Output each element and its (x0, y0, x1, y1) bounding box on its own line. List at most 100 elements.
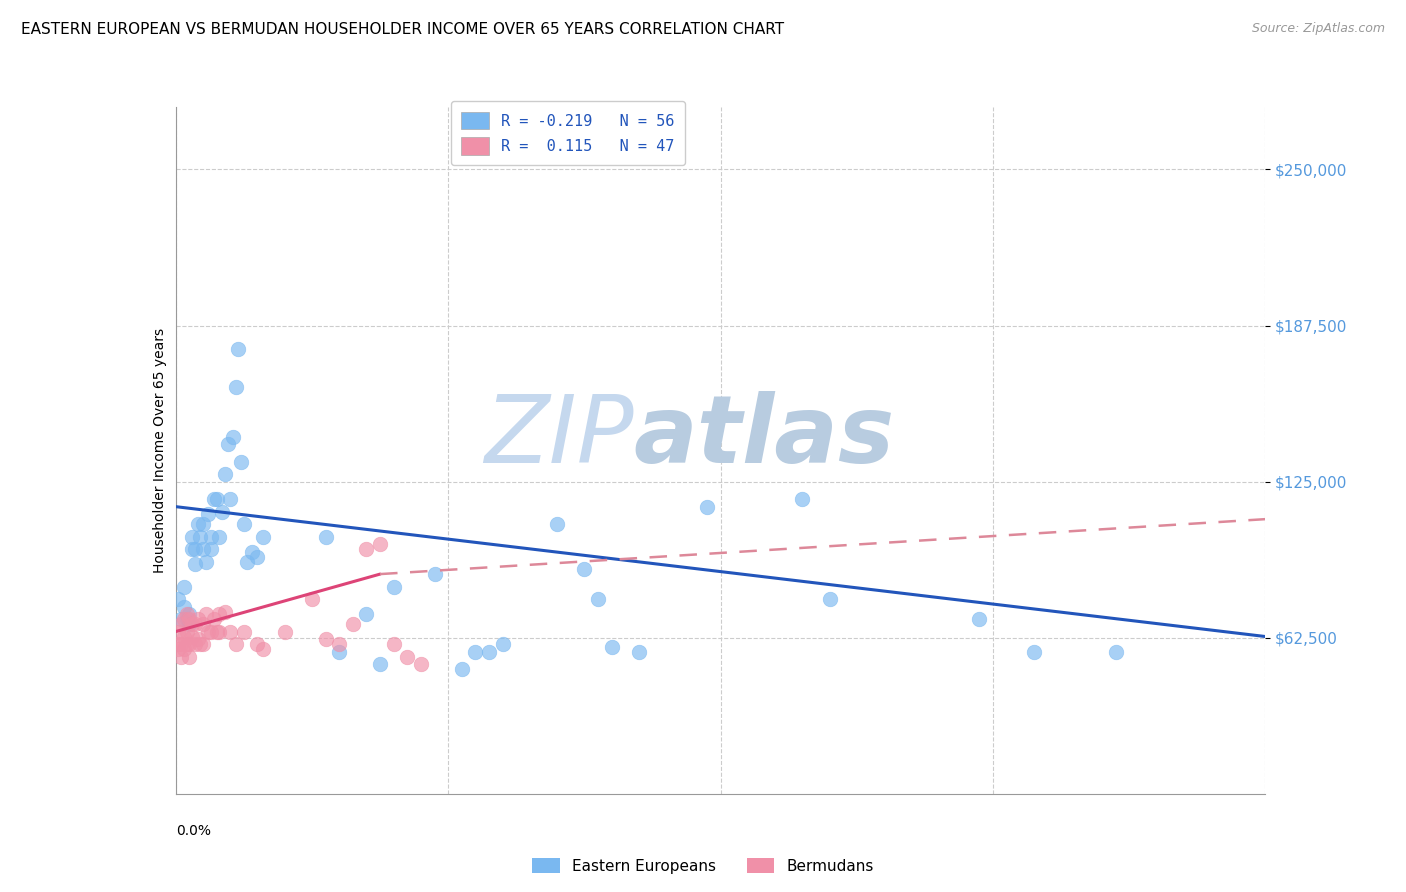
Point (231, 455, 253, 469)
Point (423, 567, 446, 582)
Point (382, 637, 405, 651)
Point (186, 632, 209, 646)
Point (191, 637, 214, 651)
Point (409, 657, 432, 671)
Point (167, 624, 190, 639)
Point (208, 624, 231, 639)
Point (574, 562, 596, 576)
Point (600, 640, 623, 654)
Point (368, 537, 391, 551)
Point (222, 430, 245, 444)
Point (194, 607, 217, 621)
Point (173, 630, 195, 644)
Point (176, 637, 198, 651)
Point (205, 492, 228, 507)
Point (184, 637, 207, 651)
Point (382, 580, 405, 594)
Text: Source: ZipAtlas.com: Source: ZipAtlas.com (1251, 22, 1385, 36)
Point (1104, 644, 1126, 658)
Point (627, 644, 650, 658)
Point (202, 492, 225, 507)
Point (252, 642, 274, 657)
Point (181, 617, 204, 632)
Point (167, 592, 190, 607)
Point (167, 642, 190, 657)
Point (246, 637, 269, 651)
Point (315, 632, 337, 646)
Point (184, 542, 207, 557)
Point (202, 612, 225, 626)
Point (181, 530, 204, 544)
Point (217, 437, 239, 451)
Point (208, 607, 231, 621)
Point (232, 624, 254, 639)
Point (450, 662, 472, 676)
Point (219, 492, 242, 507)
Point (464, 644, 486, 658)
Point (356, 607, 378, 621)
Text: EASTERN EUROPEAN VS BERMUDAN HOUSEHOLDER INCOME OVER 65 YEARS CORRELATION CHART: EASTERN EUROPEAN VS BERMUDAN HOUSEHOLDER… (21, 22, 785, 37)
Point (219, 624, 242, 639)
Point (170, 617, 193, 632)
Point (246, 549, 269, 564)
Point (173, 642, 195, 657)
Y-axis label: Householder Income Over 65 years: Householder Income Over 65 years (153, 328, 167, 573)
Point (696, 500, 718, 514)
Point (179, 612, 201, 626)
Point (240, 544, 263, 558)
Point (214, 467, 236, 482)
Point (252, 530, 274, 544)
Point (188, 530, 211, 544)
Point (200, 624, 222, 639)
Point (181, 630, 204, 644)
Point (179, 607, 201, 621)
Point (176, 624, 198, 639)
Point (184, 557, 207, 571)
Point (170, 637, 193, 651)
Text: 0.0%: 0.0% (176, 824, 211, 838)
Point (586, 592, 609, 607)
Point (179, 637, 201, 651)
Text: atlas: atlas (633, 391, 894, 483)
Point (186, 612, 209, 626)
Point (342, 617, 364, 632)
Point (191, 542, 214, 557)
Point (274, 624, 297, 639)
Point (184, 617, 207, 632)
Point (368, 657, 391, 671)
Point (301, 592, 323, 607)
Point (197, 507, 219, 521)
Point (197, 624, 219, 639)
Point (228, 343, 250, 357)
Point (167, 637, 190, 651)
Legend: Eastern Europeans, Bermudans: Eastern Europeans, Bermudans (526, 852, 880, 880)
Point (235, 555, 257, 569)
Point (173, 580, 195, 594)
Point (328, 637, 350, 651)
Point (186, 517, 209, 532)
Point (1022, 644, 1045, 658)
Point (179, 649, 201, 664)
Point (176, 612, 198, 626)
Point (818, 592, 841, 607)
Point (200, 530, 222, 544)
Point (315, 530, 337, 544)
Point (191, 617, 214, 632)
Point (188, 637, 211, 651)
Point (181, 542, 204, 557)
Legend: R = -0.219   N = 56, R =  0.115   N = 47: R = -0.219 N = 56, R = 0.115 N = 47 (451, 101, 685, 165)
Point (492, 637, 515, 651)
Point (396, 649, 419, 664)
Point (225, 637, 247, 651)
Point (173, 612, 195, 626)
Point (232, 517, 254, 532)
Point (208, 530, 231, 544)
Point (356, 542, 378, 557)
Point (170, 612, 193, 626)
Point (200, 542, 222, 557)
Point (969, 612, 991, 626)
Point (328, 644, 350, 658)
Point (205, 624, 228, 639)
Point (211, 505, 233, 519)
Point (792, 492, 814, 507)
